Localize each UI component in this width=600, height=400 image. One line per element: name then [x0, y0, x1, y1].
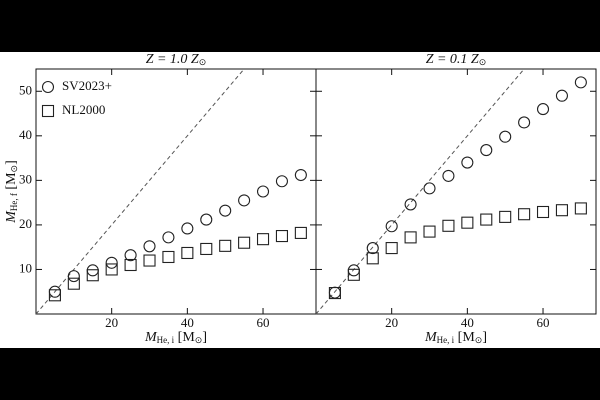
- data-point: [442, 169, 455, 182]
- x-axis-label-part: He, i: [157, 335, 175, 345]
- x-tick-label: 60: [537, 315, 550, 330]
- data-point: [461, 216, 474, 229]
- data-point: [555, 89, 568, 102]
- data-point: [200, 213, 213, 226]
- data-point: [499, 130, 512, 143]
- x-tick-label: 40: [181, 315, 194, 330]
- x-axis-label-part: M: [144, 330, 158, 345]
- data-point: [200, 242, 213, 256]
- y-tick-label: 50: [19, 82, 32, 97]
- legend-marker: [41, 104, 55, 118]
- data-point: [385, 242, 398, 255]
- y-tick-label: 30: [19, 171, 32, 186]
- y-axis-label-part: ]: [4, 160, 19, 165]
- data-point: [256, 233, 270, 246]
- data-point: [499, 210, 512, 223]
- data-point: [366, 242, 379, 255]
- data-point: [385, 220, 398, 233]
- y-tick-label: 20: [19, 216, 32, 231]
- data-point: [404, 198, 417, 211]
- data-point: [294, 168, 307, 182]
- y-axis-label-part: He, f: [9, 193, 19, 211]
- x-axis-label-part: He, i: [437, 335, 455, 345]
- data-point: [48, 289, 61, 302]
- data-point: [442, 219, 455, 232]
- data-point: [518, 116, 531, 129]
- data-point: [124, 249, 137, 262]
- data-point: [124, 258, 137, 272]
- data-point: [404, 231, 417, 244]
- data-point: [536, 103, 550, 116]
- x-tick-label: 60: [257, 315, 270, 330]
- data-point: [574, 202, 587, 215]
- data-point: [275, 175, 288, 188]
- data-point: [423, 225, 436, 238]
- legend-label: SV2023+: [62, 78, 112, 93]
- y-axis-label-part: ⊙: [9, 165, 19, 173]
- data-point: [238, 236, 251, 249]
- data-point: [275, 229, 288, 243]
- x-axis-label-part: [M: [174, 330, 195, 345]
- data-point: [480, 144, 493, 157]
- panel-title: Z = 1.0 Z⊙: [146, 52, 207, 67]
- x-axis-label-part: ⊙: [195, 335, 203, 345]
- data-point: [143, 240, 156, 253]
- data-point: [480, 213, 493, 226]
- x-axis-label: MHe, i [M⊙]: [144, 330, 207, 345]
- data-point: [518, 208, 531, 221]
- panel-title: Z = 0.1 Z⊙: [426, 52, 487, 67]
- data-point: [347, 268, 360, 281]
- y-axis-label-part: M: [4, 210, 19, 224]
- data-point: [366, 252, 379, 265]
- data-point: [181, 222, 194, 235]
- data-point: [574, 76, 587, 89]
- data-point: [162, 231, 175, 244]
- data-point: [294, 226, 307, 239]
- identity-line: [315, 68, 525, 315]
- data-point: [536, 205, 550, 219]
- figure-background: [0, 52, 600, 348]
- data-point: [256, 185, 270, 198]
- y-tick-label: 10: [19, 260, 32, 275]
- identity-line: [35, 68, 245, 315]
- data-point: [67, 270, 80, 283]
- y-axis-label: MHe, f [M⊙]: [4, 160, 19, 224]
- x-axis-label-part: ⊙: [475, 335, 483, 345]
- data-point: [105, 256, 118, 269]
- panel-title-part: Z = 1.0 Z: [146, 52, 199, 67]
- x-tick-label: 20: [385, 315, 398, 330]
- data-point: [86, 269, 99, 282]
- data-point: [105, 263, 118, 276]
- x-tick-label: 20: [105, 315, 118, 330]
- data-point: [238, 194, 251, 207]
- data-point: [181, 246, 194, 260]
- data-point: [143, 254, 156, 267]
- x-axis-label-part: M: [424, 330, 438, 345]
- data-point: [219, 239, 232, 252]
- data-point: [423, 182, 436, 195]
- x-axis-label-part: [M: [454, 330, 475, 345]
- panel-title-part: ⊙: [479, 57, 487, 67]
- data-point: [328, 287, 341, 300]
- data-point: [219, 204, 232, 217]
- data-point: [555, 204, 568, 217]
- data-point: [67, 277, 80, 290]
- plot-frame: [315, 68, 597, 315]
- x-axis-label-part: ]: [202, 330, 207, 345]
- panel-title-part: Z = 0.1 Z: [426, 52, 479, 67]
- x-axis-label: MHe, i [M⊙]: [424, 330, 487, 345]
- legend-marker: [41, 80, 55, 94]
- y-axis-label-part: [M: [4, 172, 19, 193]
- panel-title-part: ⊙: [199, 57, 207, 67]
- legend-label: NL2000: [62, 102, 105, 117]
- x-tick-label: 40: [461, 315, 474, 330]
- data-point: [162, 250, 175, 264]
- x-axis-label-part: ]: [482, 330, 487, 345]
- data-point: [461, 156, 474, 169]
- y-tick-label: 40: [19, 127, 32, 142]
